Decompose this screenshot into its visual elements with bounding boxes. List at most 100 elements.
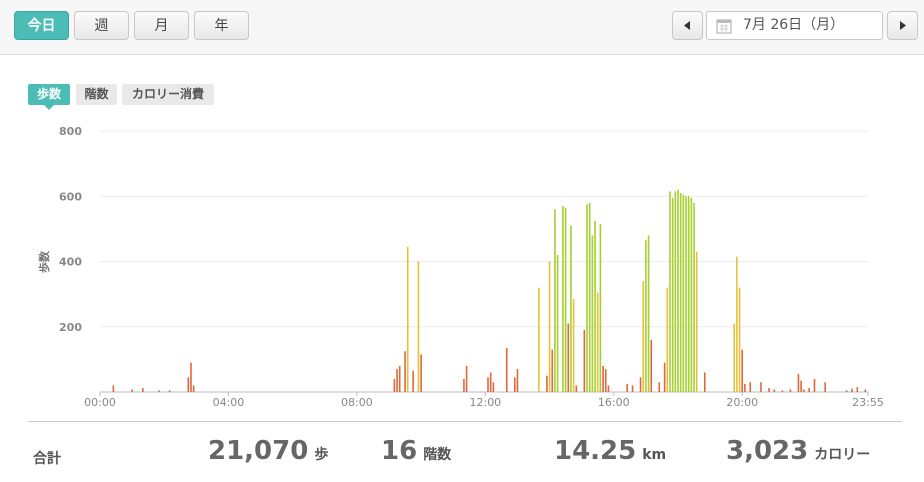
- bar: [647, 235, 650, 392]
- bar: [760, 382, 762, 392]
- bar: [736, 256, 738, 392]
- metric-tab[interactable]: カロリー消費: [122, 84, 214, 105]
- prev-button[interactable]: [672, 11, 703, 40]
- bar: [596, 292, 599, 392]
- bar: [516, 369, 519, 392]
- divider: [28, 421, 902, 422]
- bar: [398, 365, 401, 392]
- bar: [417, 261, 420, 392]
- summary-label: 合計: [33, 451, 61, 467]
- bar: [650, 339, 653, 392]
- y-axis-label: 歩数: [37, 250, 51, 273]
- metric-tab[interactable]: 階数: [76, 84, 117, 105]
- bar: [131, 389, 133, 392]
- bar: [631, 385, 634, 392]
- next-icon: [900, 21, 906, 30]
- bar: [406, 246, 409, 392]
- summary-item: 14.25 km: [554, 436, 666, 466]
- bar: [396, 369, 398, 392]
- metric-tab[interactable]: 歩数: [28, 84, 70, 105]
- bar: [564, 207, 567, 392]
- x-tick-label: 12:00: [469, 396, 501, 409]
- bar: [808, 388, 810, 392]
- bar: [781, 390, 784, 392]
- bar: [690, 197, 693, 392]
- x-tick-label: 08:00: [341, 396, 373, 409]
- bar: [682, 194, 685, 392]
- bar: [602, 365, 604, 392]
- y-tick-label: 600: [59, 190, 82, 203]
- bar: [669, 191, 671, 392]
- bar: [420, 354, 422, 392]
- bar: [586, 204, 588, 392]
- bar: [677, 189, 679, 392]
- next-button[interactable]: [887, 11, 918, 40]
- bar: [642, 281, 645, 392]
- date-text: 7月 26日（月）: [743, 17, 845, 33]
- bar: [733, 323, 736, 392]
- bar: [813, 378, 816, 392]
- period-tab[interactable]: 年: [194, 11, 249, 40]
- bar: [824, 382, 826, 392]
- bar: [738, 287, 741, 392]
- tab-pointer: [44, 105, 54, 110]
- x-tick-label: 23:55: [852, 396, 884, 409]
- bar: [393, 378, 396, 392]
- bar: [112, 385, 115, 392]
- bar: [551, 349, 554, 392]
- bar: [626, 383, 628, 392]
- bar: [556, 254, 559, 392]
- bar: [158, 390, 160, 392]
- bar: [465, 365, 468, 392]
- bar: [538, 287, 540, 392]
- bar: [594, 220, 596, 392]
- bar: [671, 197, 674, 392]
- bar: [802, 389, 805, 392]
- x-tick-label: 20:00: [726, 396, 758, 409]
- bar: [679, 192, 682, 392]
- bar: [412, 370, 414, 392]
- calendar-icon: [716, 19, 732, 34]
- period-tab[interactable]: 週: [74, 11, 129, 40]
- x-tick-label: 16:00: [598, 396, 630, 409]
- prev-icon: [684, 21, 690, 30]
- summary-value: 21,070: [208, 436, 309, 466]
- y-tick-label: 800: [59, 125, 82, 138]
- bar: [505, 347, 508, 392]
- bar: [741, 349, 744, 392]
- bar: [591, 235, 594, 392]
- bar: [685, 196, 687, 392]
- summary-unit: 階数: [423, 447, 452, 463]
- bar: [575, 385, 578, 392]
- bar: [607, 385, 610, 392]
- x-tick-label: 00:00: [84, 396, 116, 409]
- bar: [168, 390, 171, 392]
- summary-item: 16 階数: [381, 436, 451, 466]
- date-field[interactable]: 7月 26日（月）: [706, 11, 883, 40]
- bar: [674, 191, 677, 392]
- bar: [695, 251, 698, 392]
- bar: [789, 389, 792, 392]
- bar: [856, 387, 859, 392]
- bar: [554, 209, 556, 392]
- bar: [562, 206, 564, 392]
- bar: [570, 225, 572, 392]
- summary-value: 3,023: [726, 436, 809, 466]
- summary-item: 3,023 カロリー: [726, 436, 870, 466]
- chart: 歩数 200 400 600 800 00:00 04:00 08:00 12:00 16:00…: [37, 125, 884, 409]
- bar: [513, 377, 516, 392]
- bar: [187, 377, 190, 392]
- y-tick-label: 400: [59, 256, 82, 269]
- period-tab[interactable]: 今日: [14, 11, 69, 40]
- bar: [797, 374, 800, 392]
- bar: [492, 382, 495, 392]
- period-tab[interactable]: 月: [134, 11, 189, 40]
- bar: [749, 382, 752, 392]
- bar: [487, 377, 489, 392]
- bar: [744, 383, 746, 392]
- bar: [190, 362, 192, 392]
- bar: [192, 385, 195, 392]
- bar: [768, 388, 770, 392]
- bar: [404, 351, 406, 392]
- bar: [773, 389, 776, 392]
